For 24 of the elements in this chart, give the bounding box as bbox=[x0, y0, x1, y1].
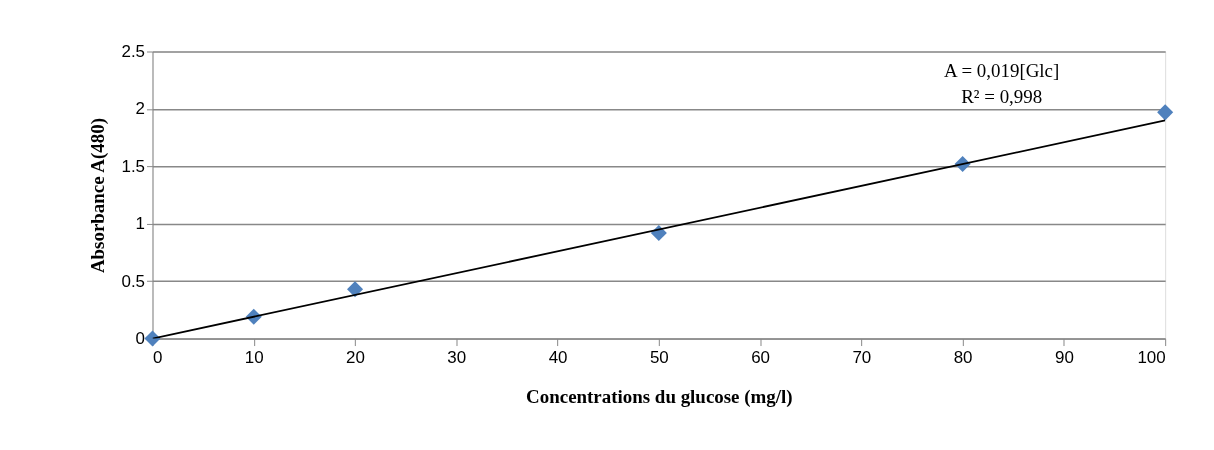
y-axis-title: Absorbance A(480) bbox=[86, 118, 109, 274]
x-tick-label: 80 bbox=[953, 347, 973, 367]
x-tick-label: 50 bbox=[649, 347, 669, 367]
y-tick-label: 1.5 bbox=[121, 156, 146, 176]
x-tick-label: 10 bbox=[244, 347, 264, 367]
x-tick-label: 90 bbox=[1054, 347, 1074, 367]
x-tick-label: 20 bbox=[346, 347, 365, 367]
x-tick-label: 60 bbox=[751, 347, 771, 367]
annotation: A = 0,019[Glc] bbox=[944, 60, 1060, 82]
point bbox=[144, 330, 161, 347]
point bbox=[346, 281, 364, 298]
x-tick-label: 100 bbox=[1137, 347, 1166, 367]
x-tick-label: 0 bbox=[153, 347, 163, 367]
x-axis-title: Concentrations du glucose (mg/l) bbox=[526, 385, 793, 408]
y-tick-label: 1 bbox=[135, 214, 146, 234]
y-tick-label: 2.5 bbox=[121, 42, 146, 61]
x-tick-label: 30 bbox=[447, 347, 467, 367]
x-tick-label: 40 bbox=[548, 347, 568, 367]
annotation: R² = 0,998 bbox=[961, 86, 1043, 108]
y-tick-label: 0.5 bbox=[121, 271, 146, 291]
y-tick-label: 2 bbox=[135, 99, 146, 119]
point bbox=[1157, 104, 1174, 121]
y-tick-label: 0 bbox=[135, 329, 146, 349]
x-tick-label: 70 bbox=[852, 347, 872, 367]
